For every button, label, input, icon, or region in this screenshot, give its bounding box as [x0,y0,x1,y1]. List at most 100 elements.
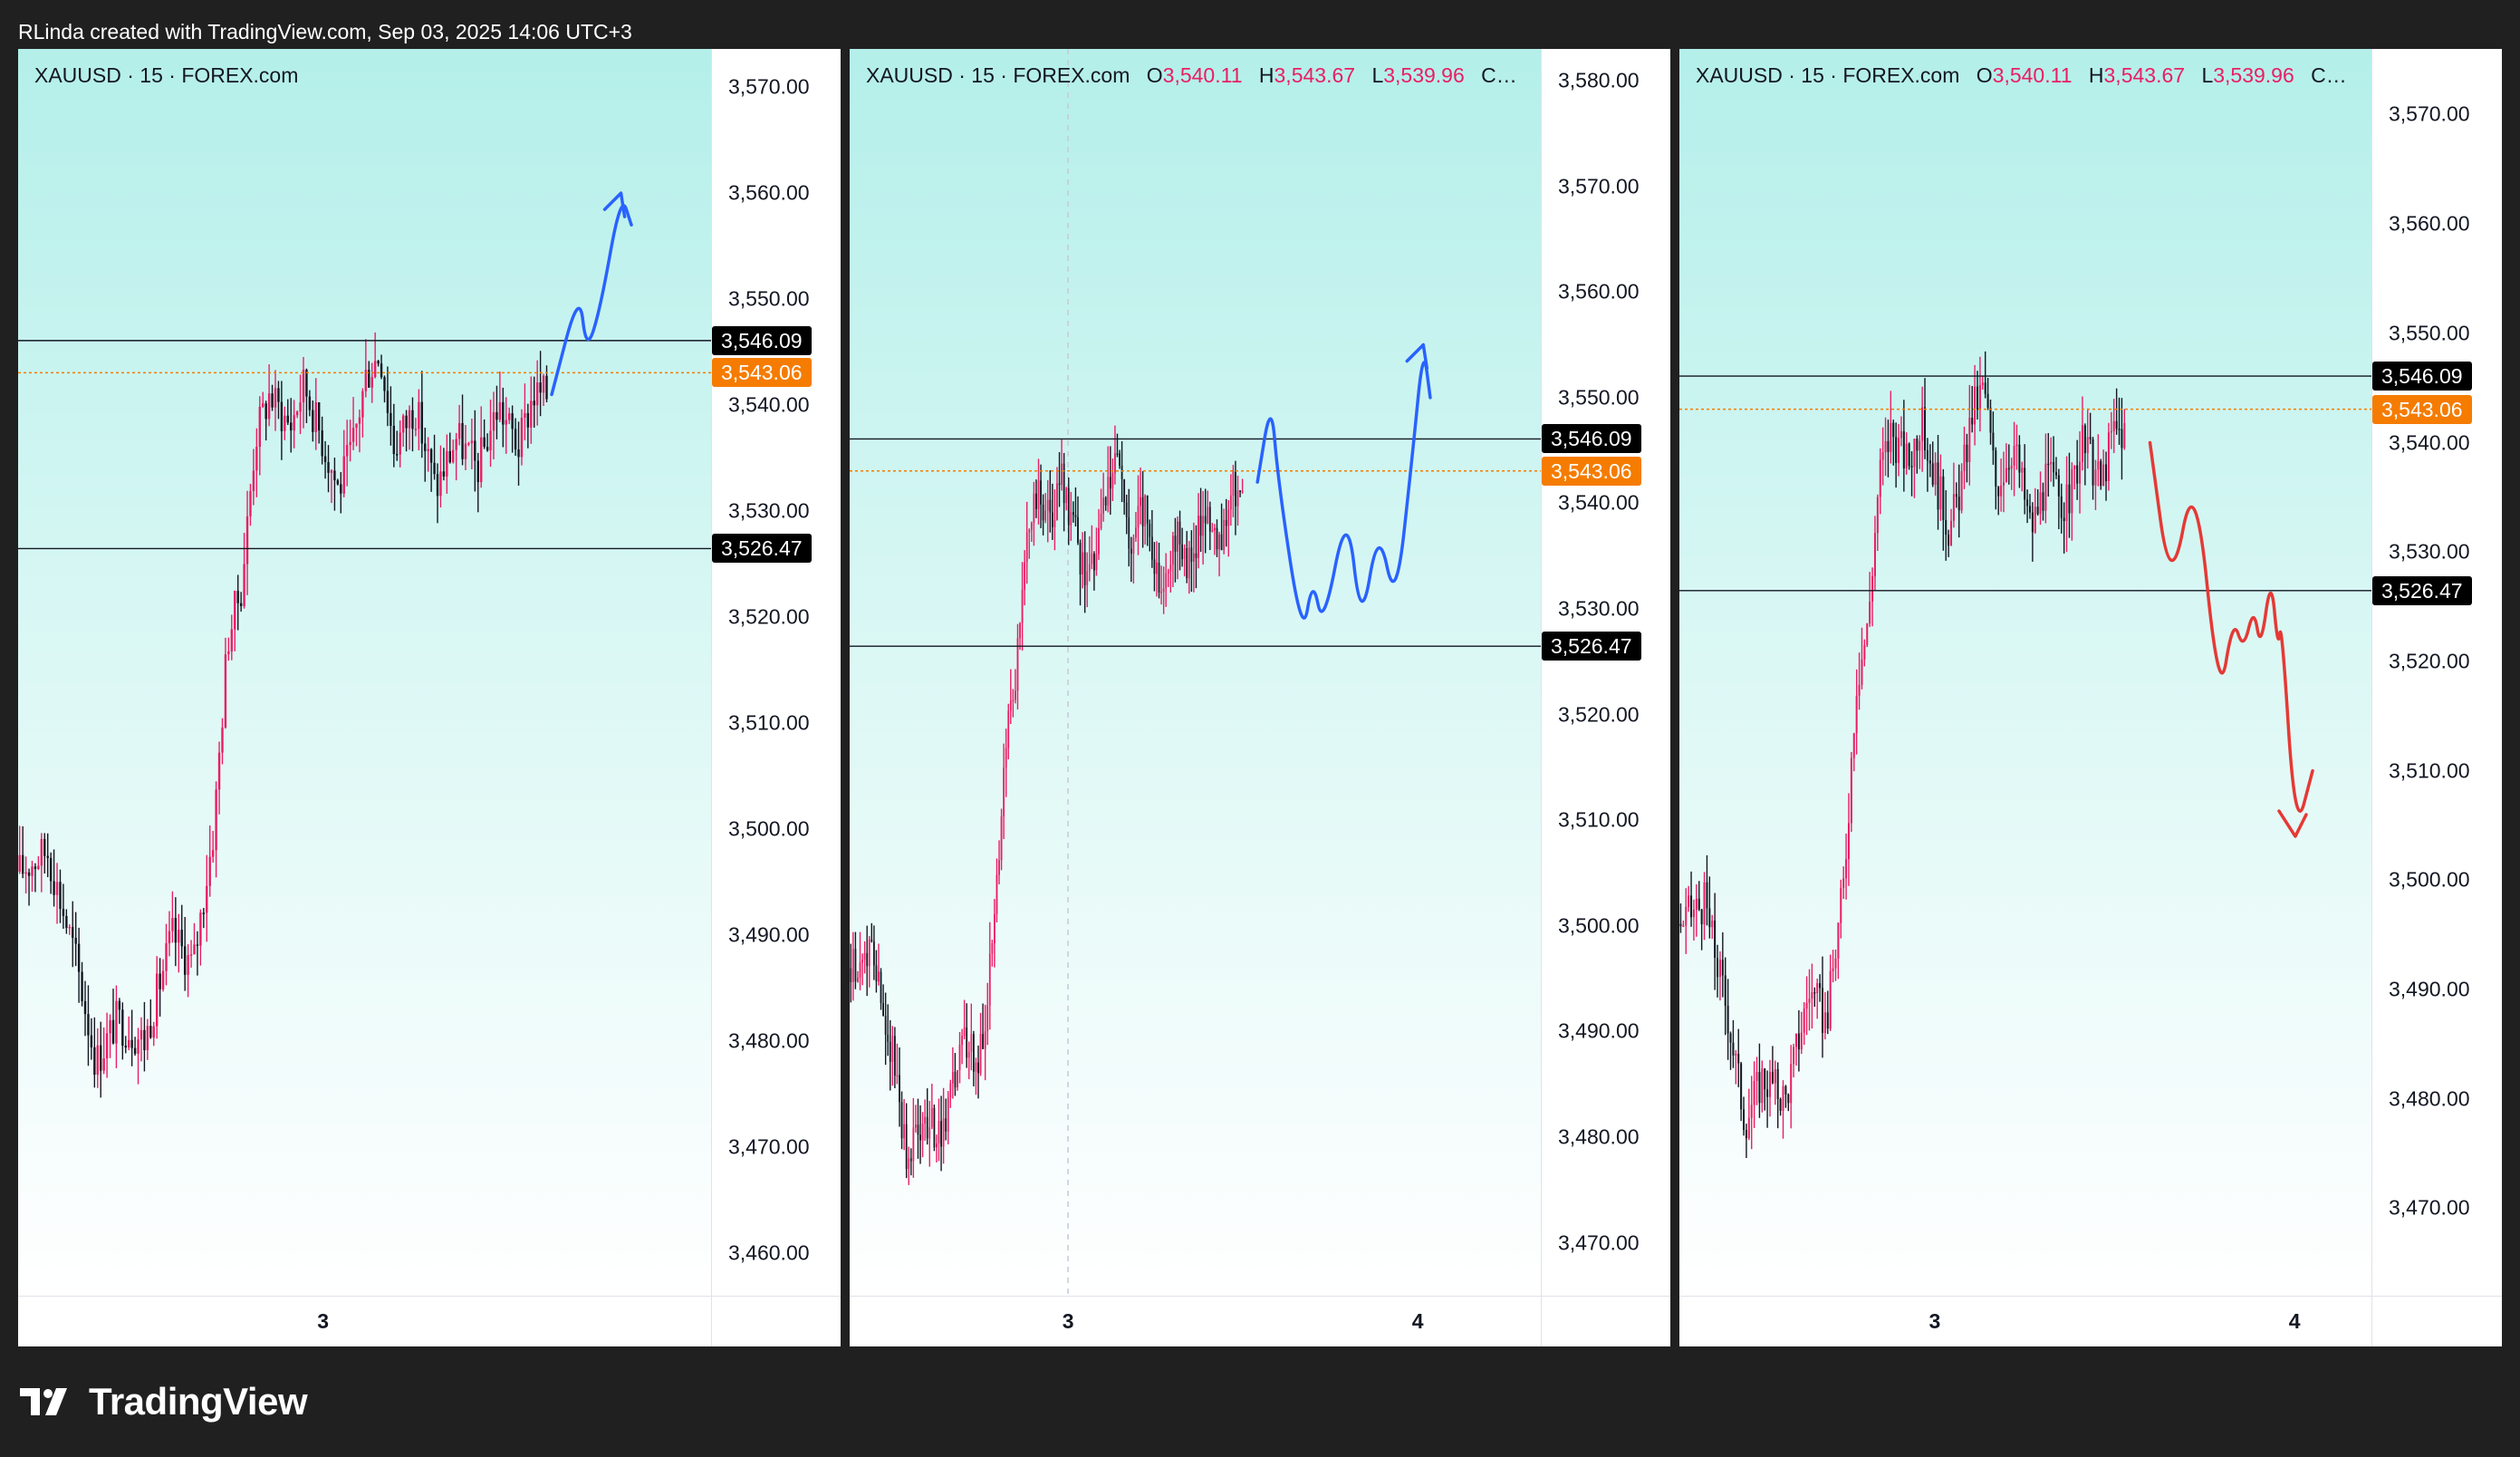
candle [1768,1059,1772,1117]
candle [1863,639,1866,667]
candle [1153,542,1156,592]
candle [1732,1019,1735,1068]
candle [872,925,875,980]
candle [37,855,40,871]
candle [1186,531,1188,584]
candle [81,961,83,1007]
candle [386,366,390,427]
level-price-badge[interactable]: 3,546.09 [712,325,812,355]
candle [1890,391,1892,464]
price-scale[interactable]: 3,580.00 3,570.00 3,560.00 3,550.00 3,540.00… [1541,49,1670,1296]
candle [1724,957,1726,1036]
ohlc-low-key: L [1371,63,1384,87]
candle [1082,532,1084,589]
level-price-badge[interactable]: 3,526.47 [2372,575,2472,605]
level-price-badge[interactable]: 3,546.09 [1542,424,1641,454]
price-tick-label: 3,490.00 [1558,1018,1640,1043]
candle [370,362,373,403]
candle [1012,689,1015,718]
candle [1861,627,1863,690]
candle [1190,530,1193,593]
candle [433,434,436,480]
candle [1978,356,1981,432]
candle [1698,881,1700,912]
level-price-badge[interactable]: 3,546.09 [2372,362,2472,391]
candle [1984,351,1986,399]
time-tick-label: 4 [1411,1309,1424,1333]
candle [863,941,866,974]
candle [215,781,217,878]
candle [1858,652,1861,710]
chart-panel-right[interactable]: XAUUSD · 15 · FOREX.com O3,540.11 H3,543… [1679,49,2502,1346]
candle [545,365,548,403]
candle [1178,510,1181,571]
price-tick-label: 3,570.00 [2389,101,2470,126]
chart-panel-left[interactable]: XAUUSD · 15 · FOREX.com 3,570.00 3,560.00… [18,49,841,1346]
price-scale[interactable]: 3,570.00 3,560.00 3,550.00 3,540.00 3,530.00… [2371,49,2502,1296]
current-price-badge[interactable]: 3,543.06 [1542,456,1641,486]
chart-plot-area[interactable]: XAUUSD · 15 · FOREX.com [18,49,711,1296]
chart-plot-area[interactable]: XAUUSD · 15 · FOREX.com O3,540.11 H3,543… [1679,49,2371,1296]
level-price-badge[interactable]: 3,526.47 [1542,632,1641,661]
candle [1074,487,1077,527]
candle [390,386,392,446]
candle [1758,1043,1761,1118]
candle [857,970,859,983]
time-scale[interactable]: 3 [18,1296,711,1346]
candle [93,1017,96,1088]
candle [1790,1045,1793,1129]
candle [221,718,224,765]
candle [1077,496,1079,545]
candle [1132,534,1135,584]
candle [1811,963,1813,1029]
price-scale[interactable]: 3,570.00 3,560.00 3,550.00 3,540.00 3,530.00… [711,49,841,1296]
candle [40,833,43,893]
candle [267,364,271,427]
candle [439,445,442,508]
candle [1997,486,2000,516]
chart-panel-center[interactable]: XAUUSD · 15 · FOREX.com O3,540.11 H3,543… [850,49,1670,1346]
candle [850,943,852,1003]
candle [2073,465,2076,490]
candle [486,433,489,452]
candle [1834,949,1837,981]
candle [118,998,121,1024]
ohlc-high-key: H [2088,63,2104,87]
chart-plot-area[interactable]: XAUUSD · 15 · FOREX.com O3,540.11 H3,543… [850,49,1541,1296]
candle [915,1105,917,1133]
candle [880,968,882,1010]
candle [1934,452,1937,496]
price-tick-label: 3,510.00 [2389,758,2470,783]
price-tick-label: 3,520.00 [2389,649,2470,673]
symbol-label: XAUUSD · 15 · FOREX.com [866,63,1130,87]
level-price-badge[interactable]: 3,526.47 [712,534,812,564]
candle [165,923,168,986]
candle [2097,434,2100,487]
candle [349,420,351,462]
candle [1162,566,1165,614]
candle [498,371,502,423]
candle [1033,481,1035,546]
candle [2079,431,2082,514]
candle [2057,468,2060,530]
candle [476,452,479,513]
candle [457,404,461,446]
candle [321,416,323,465]
candle [87,985,90,1066]
candle [2100,458,2102,490]
candle [455,432,457,481]
candle [2105,451,2108,501]
candle [912,1097,915,1178]
current-price-badge[interactable]: 3,543.06 [2372,394,2472,424]
current-price-badge[interactable]: 3,543.06 [712,358,812,388]
candle [1688,885,1690,912]
candle [1881,427,1884,486]
tradingview-brand[interactable]: TradingView [20,1379,308,1424]
candle [966,1003,968,1068]
candle [102,1027,105,1075]
candle [364,339,368,398]
candle [199,909,202,966]
candle [280,381,284,460]
